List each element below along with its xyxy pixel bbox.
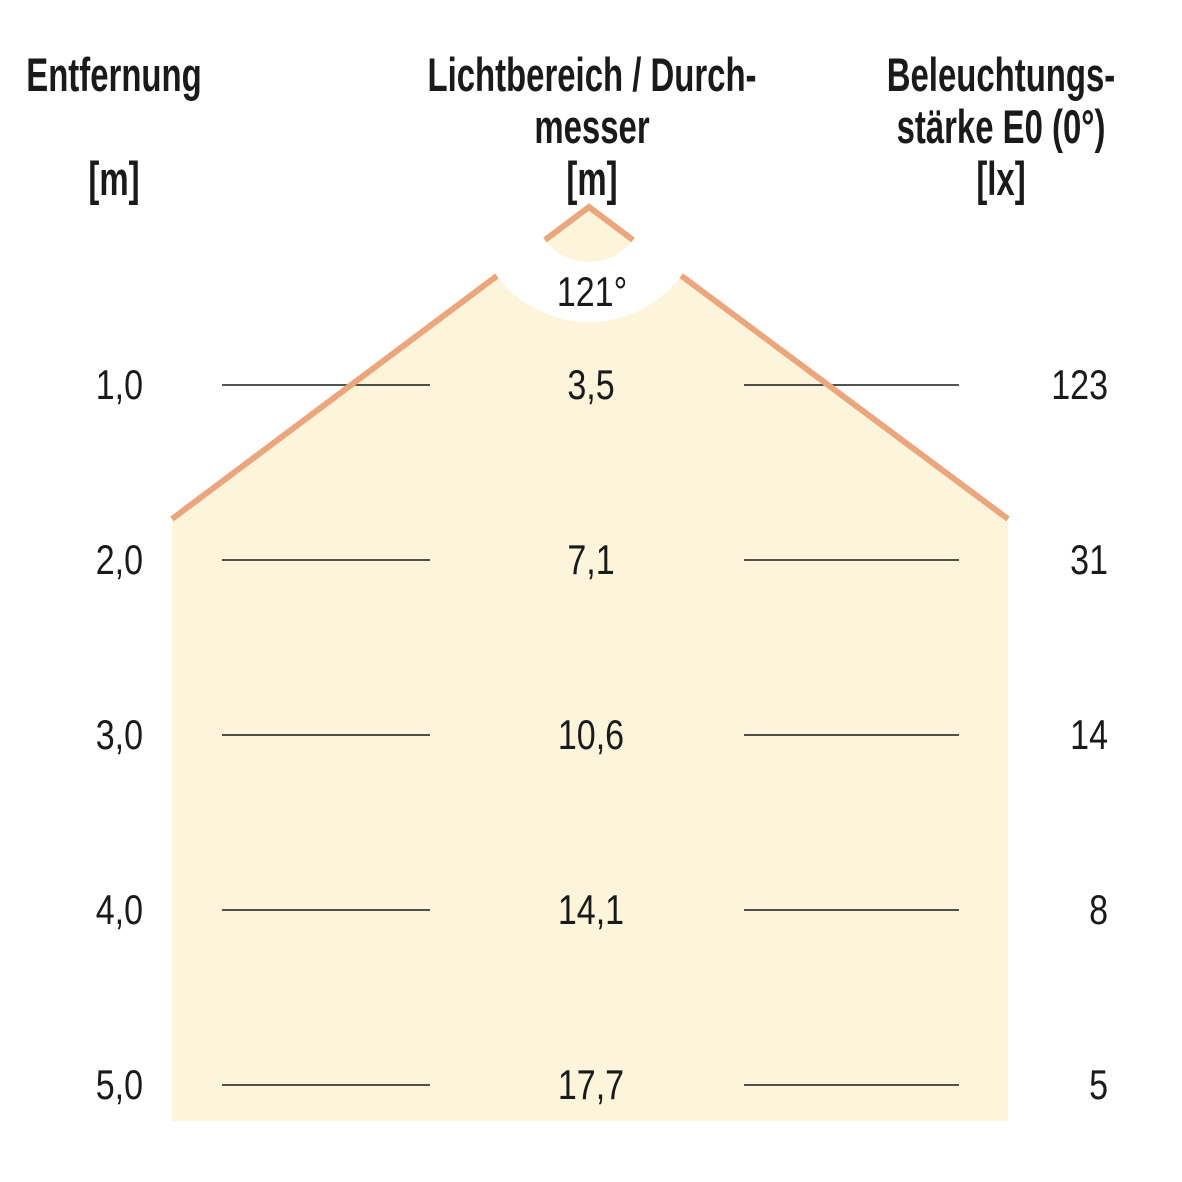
- apex-wedge-edges: [543, 203, 635, 243]
- row4-illuminance-value: 8: [1089, 886, 1108, 933]
- row3-distance-value: 3,0: [95, 711, 143, 758]
- header-line: [lx]: [976, 152, 1026, 205]
- row1-diameter-value: 3,5: [567, 361, 615, 408]
- row5-diameter-value: 17,7: [557, 1061, 625, 1108]
- column-header-diameter: Lichtbereich / Durch- messer [m]: [424, 49, 760, 205]
- row4-distance-value: 4,0: [95, 886, 143, 933]
- row1-illuminance-value: 123: [1051, 361, 1108, 408]
- header-line: messer: [534, 100, 650, 153]
- column-header-illuminance: Beleuchtungs- stärke E0 (0°) [lx]: [875, 49, 1127, 205]
- header-line: Entfernung: [26, 48, 202, 101]
- row2-distance-value: 2,0: [95, 536, 143, 583]
- header-line: [m]: [566, 152, 618, 205]
- row5-illuminance-value: 5: [1089, 1061, 1108, 1108]
- row3-illuminance-value: 14: [1070, 711, 1108, 758]
- row2-illuminance-value: 31: [1070, 536, 1108, 583]
- apex-wedge-fill: [545, 207, 633, 262]
- row1-distance-value: 1,0: [95, 361, 143, 408]
- beam-fill-shape: [172, 207, 1008, 1121]
- column-header-distance: Entfernung [m]: [16, 49, 212, 205]
- header-line: stärke E0 (0°): [896, 100, 1106, 153]
- header-line: Lichtbereich / Durch-: [427, 48, 757, 101]
- row5-distance-value: 5,0: [95, 1061, 143, 1108]
- row3-diameter-value: 10,6: [557, 711, 625, 758]
- header-line: [m]: [88, 152, 140, 205]
- header-line: [16, 101, 212, 153]
- beam-angle-label: 121°: [556, 268, 628, 315]
- header-line: Beleuchtungs-: [886, 48, 1116, 101]
- row4-diameter-value: 14,1: [557, 886, 625, 933]
- row2-diameter-value: 7,1: [567, 536, 615, 583]
- tick-lines: [222, 384, 959, 1086]
